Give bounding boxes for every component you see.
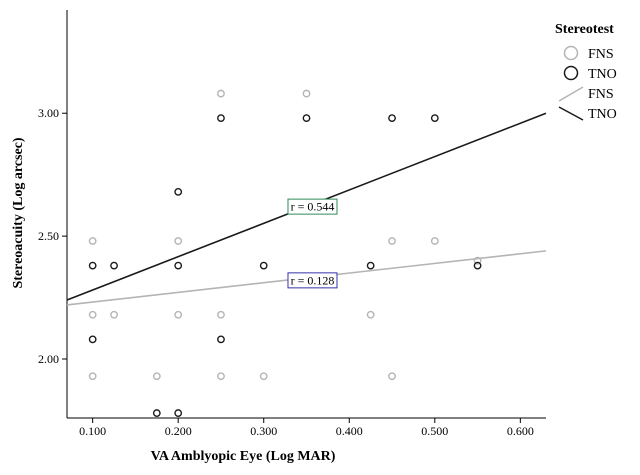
plot-area: 0.100 0.200 0.300 0.400 0.500 0.600 2.00 2.50 3.… [38,10,547,438]
fns-point [174,237,183,245]
tno-point [430,114,439,123]
legend-tno-marker-icon [563,65,579,81]
fns-point [152,372,161,381]
x-tick-label: 0.200 [165,424,192,438]
tno-point [174,187,183,196]
y-tick-label: 2.00 [38,352,59,366]
r-annotation-box [287,272,338,289]
fns-point [430,237,439,245]
fns-point [217,310,225,319]
legend-fns-line-label: FNS [588,87,614,102]
fns-point [473,256,482,265]
tno-point [217,114,225,123]
fns-point [388,237,396,245]
x-tick-label: 0.600 [507,424,534,438]
legend-title: Stereotest [555,22,614,37]
tno-point [152,409,161,417]
x-tick-label: 0.400 [336,424,363,438]
legend-fns-line-icon [558,86,584,102]
tno-point [88,335,97,344]
y-axis-title: Stereoacuity (Log arcsec) [11,137,26,288]
fns-point [302,89,311,98]
fns-point [88,237,97,245]
legend: Stereotest FNS TNO FNS TNO [555,22,617,122]
y-tick-label: 3.00 [38,106,59,120]
tno-point [174,409,183,417]
x-tick-label: 0.100 [79,424,106,438]
legend-tno-line-icon [558,106,584,121]
tno-point [366,261,375,270]
r-annotation-box [287,198,338,215]
legend-tno-line-label: TNO [588,107,617,122]
x-tick-label: 0.300 [250,424,277,438]
tno-point [473,261,482,270]
r-annotation-text: r = 0.128 [291,273,335,287]
y-tick-label: 2.50 [38,229,59,243]
fns-point [217,372,225,381]
tno-point [88,261,97,270]
r-annotation-text: r = 0.544 [291,200,335,214]
tno-point [388,114,396,123]
fns-point [366,310,375,319]
fns-point [88,372,97,381]
tno-point [174,261,183,270]
fns-point [217,89,225,98]
x-axis-title: VA Amblyopic Eye (Log MAR) [151,449,336,464]
fns-point [88,310,97,319]
legend-tno-marker-label: TNO [588,67,617,82]
fns-point [110,310,118,319]
legend-fns-marker-label: FNS [588,47,614,62]
tno-point [217,335,225,344]
x-tick-label: 0.500 [421,424,448,438]
fns-point [388,372,396,381]
fns-point [174,310,183,319]
tno-point [110,261,118,270]
tno-point [302,114,311,123]
fns-point [259,372,268,381]
legend-fns-marker-icon [563,45,579,61]
tno-point [259,261,268,270]
